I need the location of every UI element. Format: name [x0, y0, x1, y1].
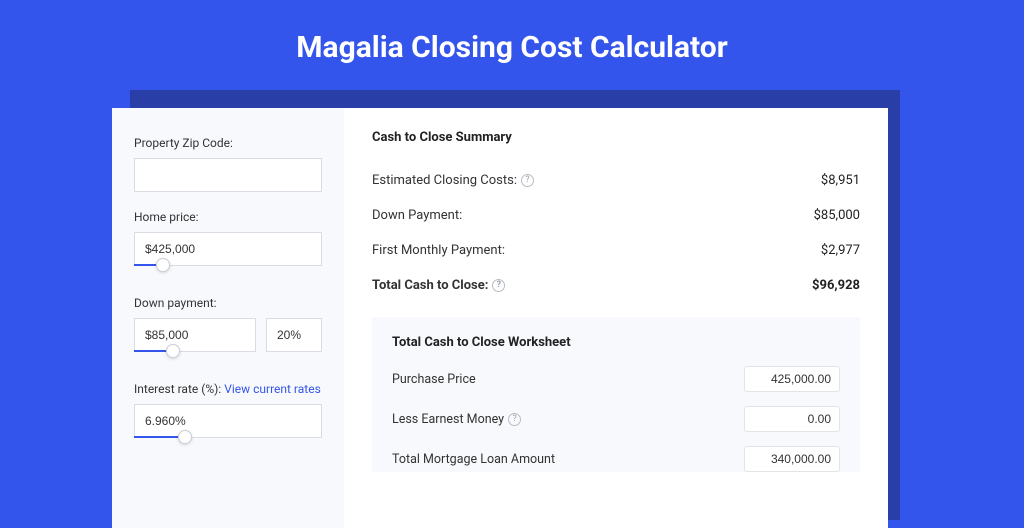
summary-value: $85,000: [814, 208, 860, 223]
summary-row-total-cash: Total Cash to Close: ? $96,928: [372, 268, 860, 303]
zip-label: Property Zip Code:: [134, 136, 322, 150]
help-icon[interactable]: ?: [521, 174, 534, 187]
interest-group: Interest rate (%): View current rates: [134, 382, 322, 450]
summary-value: $8,951: [821, 173, 860, 188]
down-payment-slider[interactable]: [134, 350, 322, 364]
worksheet-value-input[interactable]: [744, 406, 840, 432]
calculator-card: Property Zip Code: Home price: Down paym…: [112, 108, 888, 528]
summary-row-down-payment: Down Payment: $85,000: [372, 198, 860, 233]
summary-label: Total Cash to Close:: [372, 278, 488, 293]
summary-row-closing-costs: Estimated Closing Costs: ? $8,951: [372, 163, 860, 198]
summary-panel: Cash to Close Summary Estimated Closing …: [344, 108, 888, 528]
down-payment-input[interactable]: [134, 318, 256, 352]
worksheet-value-input[interactable]: [744, 366, 840, 392]
down-payment-pct-input[interactable]: [266, 318, 322, 352]
zip-group: Property Zip Code:: [134, 136, 322, 192]
interest-label-row: Interest rate (%): View current rates: [134, 382, 322, 396]
interest-input[interactable]: [134, 404, 322, 438]
worksheet-label: Total Mortgage Loan Amount: [392, 452, 555, 467]
summary-title: Cash to Close Summary: [372, 130, 860, 145]
worksheet-value-input[interactable]: [744, 446, 840, 472]
down-payment-group: Down payment:: [134, 296, 322, 364]
slider-handle[interactable]: [156, 258, 170, 272]
worksheet-label: Purchase Price: [392, 372, 476, 387]
view-rates-link[interactable]: View current rates: [224, 382, 321, 396]
worksheet-title: Total Cash to Close Worksheet: [392, 335, 840, 350]
summary-label: First Monthly Payment:: [372, 243, 505, 258]
zip-input[interactable]: [134, 158, 322, 192]
home-price-label: Home price:: [134, 210, 322, 224]
slider-handle[interactable]: [178, 430, 192, 444]
worksheet-label: Less Earnest Money: [392, 412, 504, 427]
help-icon[interactable]: ?: [492, 279, 505, 292]
interest-label: Interest rate (%):: [134, 382, 221, 396]
slider-handle[interactable]: [166, 344, 180, 358]
help-icon[interactable]: ?: [508, 413, 521, 426]
summary-label: Down Payment:: [372, 208, 462, 223]
form-panel: Property Zip Code: Home price: Down paym…: [112, 108, 344, 528]
interest-slider[interactable]: [134, 436, 322, 450]
page-title: Magalia Closing Cost Calculator: [0, 0, 1024, 85]
summary-row-first-monthly: First Monthly Payment: $2,977: [372, 233, 860, 268]
worksheet-row-mortgage-amount: Total Mortgage Loan Amount: [392, 446, 840, 472]
summary-value: $2,977: [821, 243, 860, 258]
worksheet-row-purchase-price: Purchase Price: [392, 366, 840, 392]
down-payment-label: Down payment:: [134, 296, 322, 310]
summary-label: Estimated Closing Costs:: [372, 173, 517, 188]
home-price-group: Home price:: [134, 210, 322, 278]
worksheet-section: Total Cash to Close Worksheet Purchase P…: [372, 317, 860, 472]
home-price-slider[interactable]: [134, 264, 322, 278]
worksheet-row-earnest-money: Less Earnest Money ?: [392, 406, 840, 432]
summary-value: $96,928: [812, 278, 860, 293]
